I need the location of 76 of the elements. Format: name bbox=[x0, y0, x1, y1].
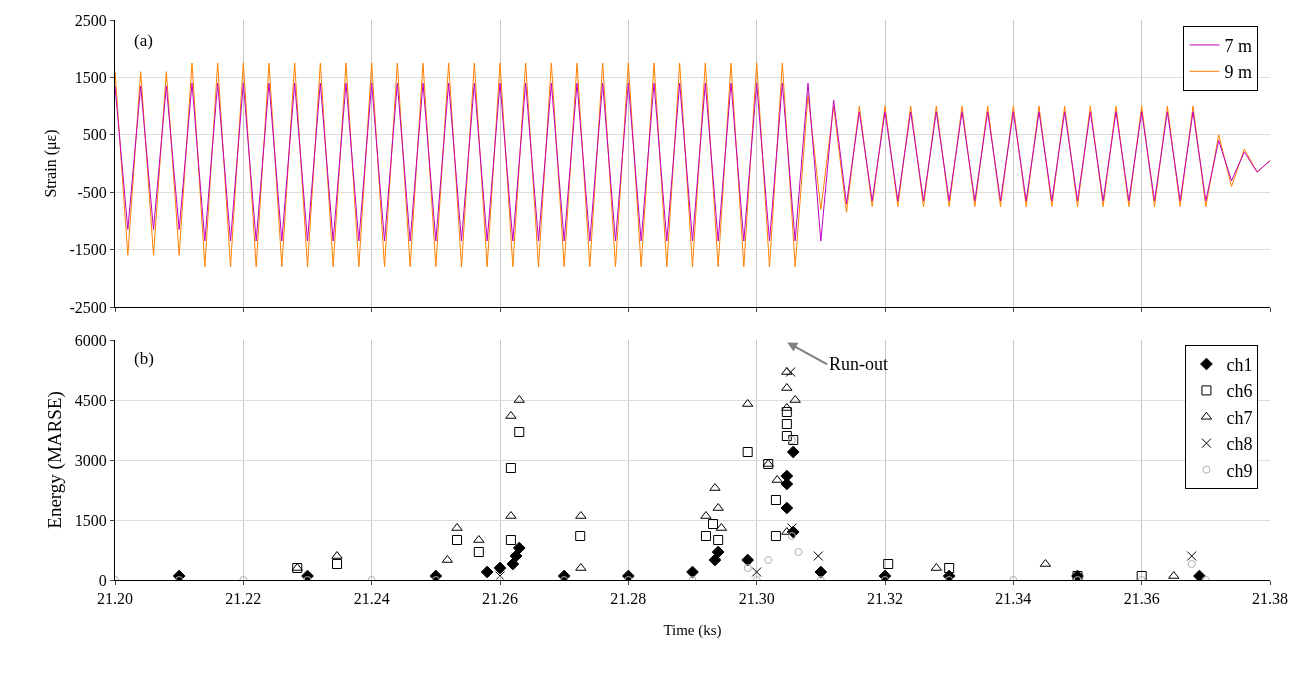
y-axis-title: Energy (MARSE) bbox=[43, 391, 66, 529]
y-tick-label: 4500 bbox=[74, 391, 107, 409]
line-series bbox=[115, 82, 1270, 242]
point bbox=[741, 553, 755, 567]
annotation: Run-out bbox=[829, 354, 889, 374]
point bbox=[814, 565, 828, 579]
point bbox=[878, 569, 892, 580]
point bbox=[708, 519, 719, 529]
point bbox=[1187, 560, 1196, 568]
point bbox=[700, 531, 711, 541]
legend-label: 7 m bbox=[1224, 35, 1252, 56]
x-tick-label: 21.28 bbox=[610, 590, 647, 608]
legend-label: ch8 bbox=[1226, 434, 1253, 455]
point bbox=[794, 548, 803, 556]
x-tick-label: 21.32 bbox=[867, 590, 903, 608]
point bbox=[711, 545, 725, 559]
point bbox=[1186, 551, 1197, 561]
y-tick-label: 3000 bbox=[74, 451, 107, 469]
point bbox=[452, 535, 463, 545]
point bbox=[781, 407, 792, 417]
point bbox=[514, 427, 525, 437]
point bbox=[770, 531, 781, 541]
point bbox=[813, 551, 824, 561]
annotation: (a) bbox=[134, 31, 153, 50]
point bbox=[781, 419, 792, 429]
point bbox=[944, 563, 955, 573]
y-tick-label: 0 bbox=[98, 571, 107, 589]
y-tick-label: 2500 bbox=[74, 11, 107, 29]
x-tick-label: 21.20 bbox=[97, 590, 133, 608]
point bbox=[493, 561, 507, 575]
x-tick-label: 21.38 bbox=[1252, 590, 1288, 608]
y-tick-label: -500 bbox=[77, 183, 107, 201]
x-tick-label: 21.24 bbox=[353, 590, 390, 608]
point bbox=[883, 559, 894, 569]
point bbox=[1193, 569, 1206, 580]
y-axis-title: Strain (με) bbox=[42, 129, 61, 198]
point bbox=[770, 495, 781, 505]
point bbox=[713, 535, 724, 545]
x-tick-label: 21.30 bbox=[738, 590, 775, 608]
y-tick-label: 500 bbox=[82, 126, 107, 144]
point bbox=[764, 556, 773, 564]
point bbox=[742, 447, 753, 457]
x-tick-label: 21.22 bbox=[225, 590, 262, 608]
point bbox=[751, 567, 762, 577]
point bbox=[780, 501, 794, 515]
y-tick-label: -1500 bbox=[69, 241, 107, 259]
point bbox=[1136, 571, 1147, 580]
point bbox=[332, 559, 343, 569]
point bbox=[480, 565, 494, 579]
point bbox=[575, 531, 586, 541]
y-tick-label: -2500 bbox=[69, 298, 107, 316]
y-tick-label: 1500 bbox=[74, 69, 107, 86]
point bbox=[512, 541, 526, 555]
point bbox=[473, 547, 484, 557]
legend-label: ch6 bbox=[1226, 381, 1253, 402]
legend-label: ch7 bbox=[1226, 407, 1253, 428]
x-tick-label: 21.36 bbox=[1123, 590, 1160, 608]
point bbox=[780, 469, 794, 483]
x-axis-title: Time (ks) bbox=[663, 622, 722, 639]
point bbox=[505, 463, 516, 473]
legend-label: ch1 bbox=[1226, 355, 1253, 376]
point bbox=[505, 535, 516, 545]
x-tick-label: 21.34 bbox=[995, 590, 1032, 608]
y-tick-label: 6000 bbox=[74, 331, 107, 349]
point bbox=[781, 431, 792, 441]
annotation: (b) bbox=[134, 349, 154, 368]
point bbox=[786, 445, 800, 459]
point bbox=[786, 523, 797, 533]
legend-label: ch9 bbox=[1226, 460, 1253, 481]
legend-label: 9 m bbox=[1224, 62, 1252, 83]
y-tick-label: 1500 bbox=[74, 511, 107, 529]
point bbox=[787, 532, 796, 540]
point bbox=[785, 367, 796, 377]
x-tick-label: 21.26 bbox=[482, 590, 518, 608]
point bbox=[743, 564, 752, 572]
point bbox=[686, 565, 699, 579]
